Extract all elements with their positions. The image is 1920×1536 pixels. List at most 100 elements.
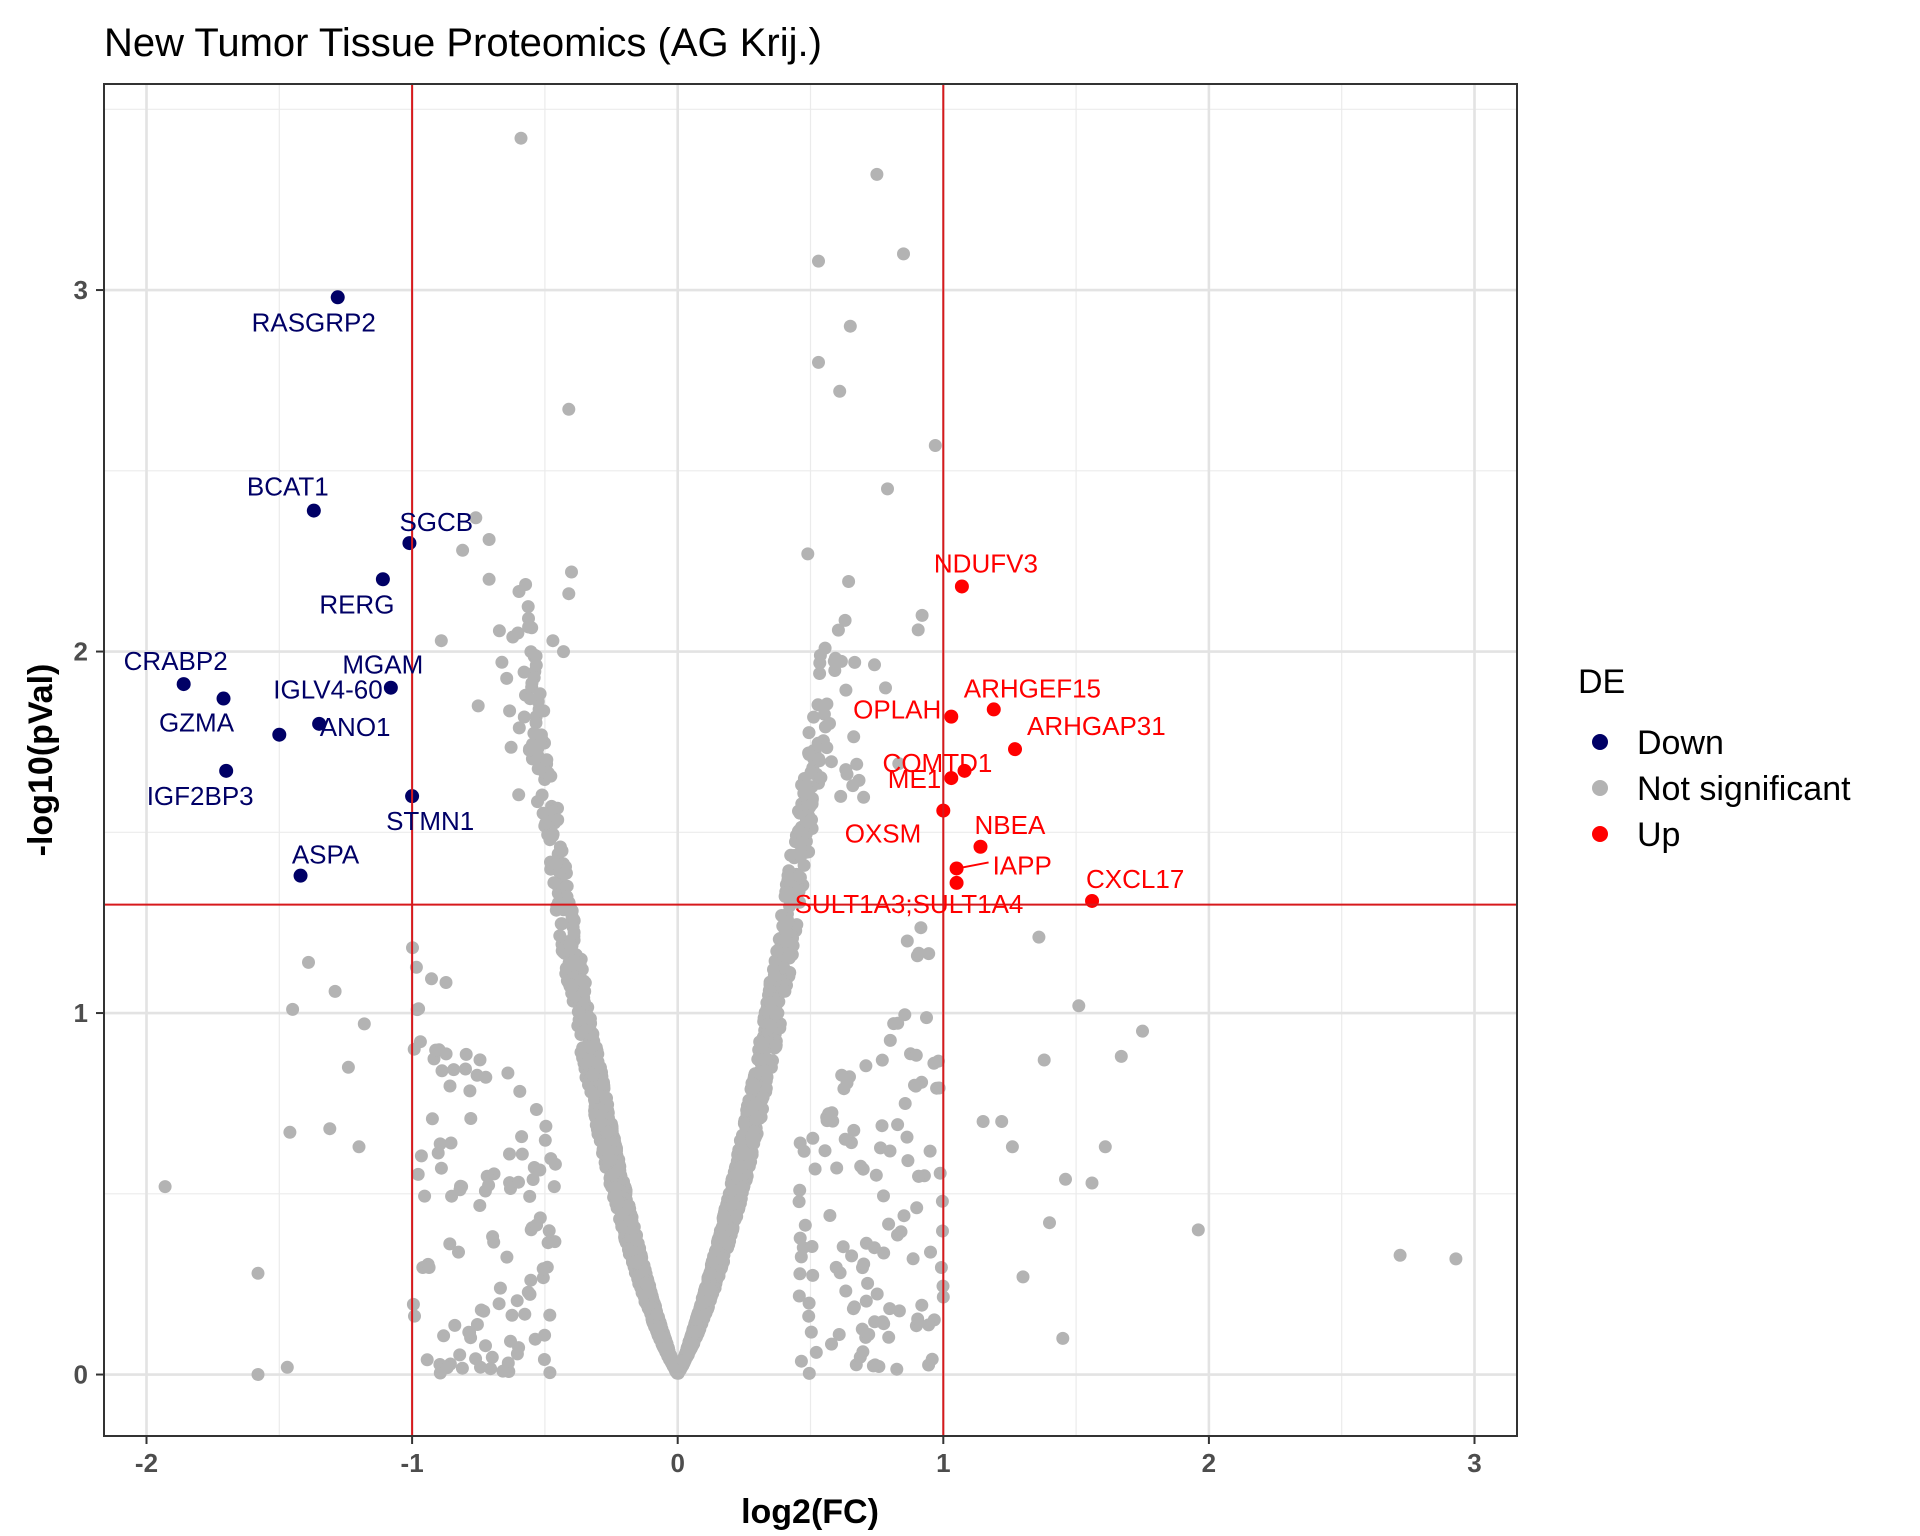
ns-point	[832, 1328, 846, 1341]
ns-point	[812, 254, 825, 268]
legend-swatch	[1592, 780, 1608, 796]
ns-point	[440, 1361, 454, 1375]
ns-point	[718, 1235, 732, 1249]
ns-point	[425, 972, 438, 986]
ns-point	[484, 1362, 498, 1376]
ns-point	[920, 1011, 933, 1025]
ns-point	[495, 655, 509, 669]
ns-point	[824, 755, 838, 769]
ns-point	[793, 1231, 807, 1245]
ns-point	[861, 1276, 875, 1290]
ns-point	[510, 1294, 524, 1308]
ns-point	[808, 1162, 822, 1176]
point-arhgap31	[1008, 742, 1023, 757]
ns-point	[493, 1281, 507, 1295]
ns-point	[629, 1255, 643, 1269]
point-label: ME1	[888, 764, 941, 794]
point-label: OPLAH	[853, 695, 941, 725]
point-label: BCAT1	[247, 472, 329, 502]
ns-point	[813, 656, 827, 670]
point-sgcb	[402, 536, 417, 551]
ns-point	[900, 1130, 914, 1144]
ns-point	[911, 623, 925, 637]
ns-point	[533, 687, 547, 701]
ns-point	[486, 1230, 500, 1244]
point-iapp	[949, 861, 964, 876]
ns-point	[833, 384, 847, 398]
ns-point	[479, 1339, 492, 1353]
ns-point	[639, 1277, 653, 1291]
ns-point	[806, 1131, 820, 1145]
ns-point	[825, 1337, 838, 1351]
ns-point	[778, 984, 792, 998]
ns-point	[840, 767, 854, 781]
ns-point	[407, 1042, 421, 1056]
ns-point	[782, 951, 796, 965]
ns-point	[547, 1180, 561, 1194]
point-crabp2	[176, 677, 191, 692]
y-tick-label: 3	[74, 275, 88, 305]
ns-point	[689, 1325, 703, 1339]
ns-point	[557, 645, 570, 659]
ns-point	[923, 1144, 937, 1158]
ns-point	[777, 961, 791, 975]
ns-point	[883, 1033, 897, 1047]
ns-point	[529, 649, 543, 663]
point-bcat1	[306, 503, 321, 518]
ns-point	[745, 1076, 759, 1090]
ns-point	[531, 742, 545, 756]
ns-point	[323, 1122, 337, 1136]
x-tick-label: 2	[1202, 1448, 1216, 1478]
ns-point	[875, 1119, 889, 1133]
ns-point	[650, 1307, 664, 1321]
ns-point	[406, 1297, 420, 1311]
point-label: NBEA	[974, 810, 1045, 840]
ns-point	[838, 1132, 852, 1146]
ns-point	[1037, 1053, 1051, 1067]
chart-title: New Tumor Tissue Proteomics (AG Krij.)	[104, 21, 822, 65]
ns-point	[418, 1189, 432, 1203]
ns-point	[514, 131, 528, 145]
ns-point	[529, 716, 543, 730]
not-significant-points	[158, 131, 1463, 1381]
ns-point	[751, 1052, 765, 1066]
ns-point	[802, 1366, 816, 1380]
y-tick-label: 1	[74, 998, 88, 1028]
ns-point	[876, 1315, 890, 1329]
ns-point	[554, 917, 568, 931]
ns-point	[546, 634, 560, 648]
ns-point	[823, 1209, 837, 1222]
point-gzma	[216, 691, 231, 706]
ns-point	[504, 740, 518, 754]
ns-point	[517, 710, 531, 724]
ns-point	[900, 934, 914, 948]
point-label: ASPA	[292, 840, 360, 870]
ns-point	[536, 1262, 550, 1276]
point-label: STMN1	[386, 806, 474, 836]
point-label: ARHGEF15	[964, 673, 1101, 703]
ns-point	[909, 1048, 923, 1062]
ns-point	[805, 813, 818, 827]
ns-point	[328, 984, 342, 998]
ns-point	[541, 1236, 555, 1250]
ns-point	[1191, 1223, 1205, 1237]
point-igf2bp3	[219, 763, 234, 778]
ns-point	[1449, 1252, 1463, 1266]
legend-swatch	[1592, 734, 1608, 750]
ns-point	[565, 565, 578, 579]
ns-point	[609, 1181, 622, 1195]
ns-point	[532, 702, 546, 716]
ns-point	[840, 1076, 854, 1090]
ns-point	[1016, 1270, 1030, 1284]
ns-point	[526, 1173, 540, 1186]
ns-point	[553, 929, 567, 943]
ns-point	[909, 1079, 923, 1093]
ns-point	[522, 620, 536, 634]
ns-point	[834, 789, 848, 803]
ns-point	[638, 1286, 652, 1300]
ns-point	[843, 319, 857, 333]
ns-point	[533, 1163, 547, 1177]
ns-point	[807, 710, 821, 724]
ns-point	[1043, 1216, 1056, 1230]
point-labels: RASGRP2 BCAT1 SGCB RERG CRABP2 MGAM GZMA ANO1 IG…	[124, 307, 1185, 919]
